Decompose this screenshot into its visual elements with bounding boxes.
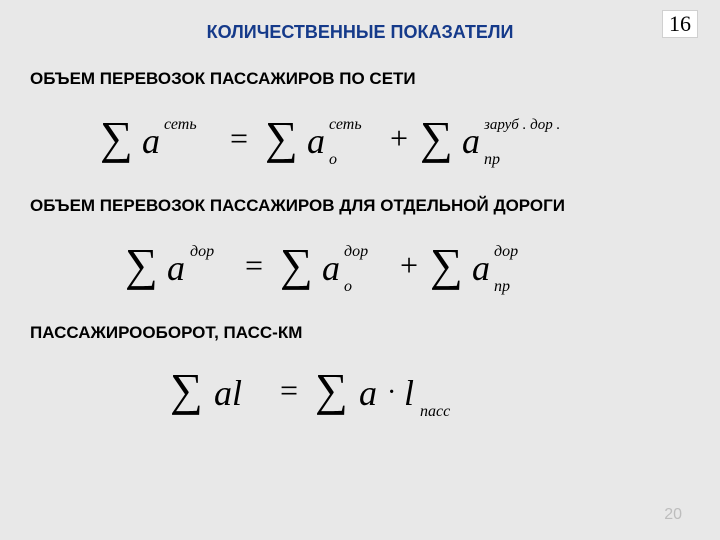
svg-text:a: a bbox=[322, 248, 340, 288]
svg-text:a: a bbox=[359, 373, 377, 413]
svg-text:∑: ∑ bbox=[315, 364, 348, 415]
f2-t2-sub: о bbox=[344, 278, 352, 295]
f2-t2-sup: дор bbox=[344, 243, 368, 260]
f1-t3-sup: заруб . дор . bbox=[483, 117, 560, 133]
f1-t2-sub: о bbox=[329, 151, 337, 168]
svg-text:∑: ∑ bbox=[125, 239, 158, 290]
svg-text:∑: ∑ bbox=[170, 364, 203, 415]
svg-text:∑: ∑ bbox=[265, 112, 298, 163]
svg-text:a: a bbox=[167, 248, 185, 288]
f2-t3-sup: дор bbox=[494, 243, 518, 260]
page-number-top: 16 bbox=[662, 10, 698, 38]
svg-text:∑: ∑ bbox=[280, 239, 313, 290]
formula-1: ∑ a сеть = ∑ a сеть о + ∑ a заруб . дор … bbox=[0, 101, 720, 178]
svg-text:∑: ∑ bbox=[420, 112, 453, 163]
svg-text:a: a bbox=[142, 121, 160, 161]
f1-op2: + bbox=[390, 120, 408, 156]
f1-t1-sup: сеть bbox=[164, 116, 197, 133]
svg-text:a: a bbox=[472, 248, 490, 288]
formula-2: ∑ a дор = ∑ a дор о + ∑ a дор пр bbox=[0, 228, 720, 305]
f1-t2-sup: сеть bbox=[329, 116, 362, 133]
section-3-label: ПАССАЖИРООБОРОТ, ПАСС-КМ bbox=[30, 323, 720, 343]
svg-text:∑: ∑ bbox=[430, 239, 463, 290]
svg-text:l: l bbox=[404, 373, 414, 413]
formula-3: ∑ al = ∑ a · l пасс bbox=[0, 355, 720, 430]
svg-text:al: al bbox=[214, 373, 242, 413]
svg-text:∑: ∑ bbox=[100, 112, 133, 163]
f2-t1-sup: дор bbox=[190, 243, 214, 260]
section-1-label: ОБЪЕМ ПЕРЕВОЗОК ПАССАЖИРОВ ПО СЕТИ bbox=[30, 69, 720, 89]
svg-text:a: a bbox=[462, 121, 480, 161]
f3-t2-sub: пасс bbox=[420, 403, 450, 420]
section-2-label: ОБЪЕМ ПЕРЕВОЗОК ПАССАЖИРОВ ДЛЯ ОТДЕЛЬНОЙ… bbox=[30, 196, 720, 216]
svg-text:a: a bbox=[307, 121, 325, 161]
f2-op2: + bbox=[400, 247, 418, 283]
f2-op1: = bbox=[245, 247, 263, 283]
page-title: КОЛИЧЕСТВЕННЫЕ ПОКАЗАТЕЛИ bbox=[0, 0, 720, 51]
f3-op1: = bbox=[280, 372, 298, 408]
f2-t3-sub: пр bbox=[494, 278, 510, 295]
page-number-bottom: 20 bbox=[664, 506, 682, 524]
f1-op1: = bbox=[230, 120, 248, 156]
f1-t3-sub: пр bbox=[484, 151, 500, 168]
svg-text:·: · bbox=[387, 377, 396, 408]
